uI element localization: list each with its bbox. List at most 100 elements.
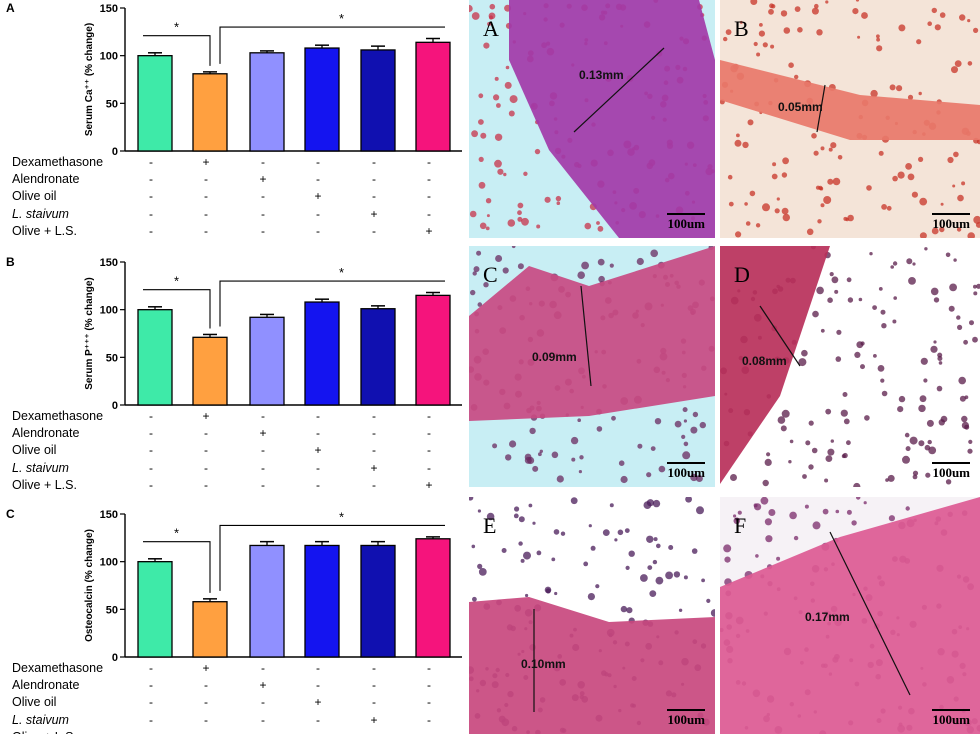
treatment-sign: - [316, 478, 320, 492]
scale-bar: 100um [667, 709, 705, 727]
treatment-sign: - [372, 426, 376, 440]
thickness-measurement: 0.05mm [778, 100, 823, 114]
treatment-sign: - [261, 661, 265, 675]
significance-bracket [143, 541, 211, 593]
bar [415, 294, 451, 406]
treatment-sign: - [372, 443, 376, 457]
treatment-sign: - [204, 189, 208, 203]
treatment-sign: + [202, 661, 209, 675]
treatment-sign: - [204, 695, 208, 709]
micrograph-label: C [483, 262, 498, 287]
panel-label: C [6, 507, 15, 521]
bar [249, 316, 285, 406]
treatment-sign: - [427, 713, 431, 727]
treatment-sign: - [372, 224, 376, 238]
treatment-sign: + [202, 155, 209, 169]
y-tick-label: 100 [100, 305, 118, 317]
treatment-sign: - [261, 478, 265, 492]
bar [360, 308, 396, 406]
treatment-sign: - [149, 207, 153, 221]
y-tick-label: 50 [106, 604, 118, 616]
y-tick-label: 150 [100, 3, 118, 15]
treatment-sign: - [372, 189, 376, 203]
scale-bar: 100um [667, 213, 705, 231]
treatment-sign: + [425, 224, 432, 238]
bar [137, 309, 173, 406]
significance-star: * [339, 509, 344, 524]
treatment-sign: - [372, 695, 376, 709]
panel-label: A [6, 1, 15, 15]
treatment-label: Olive oil [12, 443, 56, 457]
treatment-sign: - [372, 661, 376, 675]
significance-bracket [143, 35, 211, 66]
bar [192, 336, 228, 406]
y-tick-label: 100 [100, 557, 118, 569]
treatment-sign: - [261, 189, 265, 203]
treatment-sign: - [204, 678, 208, 692]
treatment-sign: - [316, 730, 320, 734]
treatment-sign: - [427, 172, 431, 186]
treatment-sign: - [149, 730, 153, 734]
y-axis-label: Osteocalcin (% change) [84, 529, 95, 642]
treatment-label: Dexamethasone [12, 661, 103, 675]
micrograph-image [720, 497, 980, 734]
treatment-sign: - [204, 713, 208, 727]
treatment-sign: - [427, 426, 431, 440]
panel-label: B [6, 255, 15, 269]
micrograph-panel: D 0.08mm 100um [720, 246, 980, 487]
treatment-sign: - [149, 478, 153, 492]
treatment-sign: - [149, 426, 153, 440]
treatment-sign: - [149, 695, 153, 709]
treatment-sign: - [427, 207, 431, 221]
treatment-sign: + [370, 461, 377, 475]
treatment-sign: - [149, 172, 153, 186]
significance-star: * [339, 11, 344, 26]
treatment-sign: - [149, 443, 153, 457]
treatment-sign: - [427, 661, 431, 675]
treatment-sign: - [372, 730, 376, 734]
treatment-sign: + [370, 207, 377, 221]
treatment-sign: - [204, 443, 208, 457]
treatment-label: Olive + L.S. [12, 224, 77, 238]
y-tick-label: 150 [100, 257, 118, 269]
treatment-label: Olive + L.S. [12, 730, 77, 734]
bar [137, 561, 173, 658]
treatment-sign: - [427, 695, 431, 709]
treatment-sign: - [261, 409, 265, 423]
treatment-sign: - [204, 172, 208, 186]
treatment-sign: - [204, 426, 208, 440]
treatment-label: Dexamethasone [12, 409, 103, 423]
treatment-sign: - [427, 678, 431, 692]
treatment-sign: - [149, 678, 153, 692]
treatment-sign: - [204, 207, 208, 221]
treatment-sign: - [316, 461, 320, 475]
treatment-sign: - [204, 224, 208, 238]
scale-bar: 100um [932, 462, 970, 480]
y-tick-label: 50 [106, 98, 118, 110]
micrograph-image [469, 0, 715, 238]
thickness-measurement: 0.13mm [579, 68, 624, 82]
treatment-sign: - [261, 713, 265, 727]
treatment-sign: - [316, 409, 320, 423]
treatment-sign: - [316, 172, 320, 186]
treatment-sign: - [261, 730, 265, 734]
treatment-sign: - [427, 461, 431, 475]
y-tick-label: 50 [106, 352, 118, 364]
bar [249, 52, 285, 152]
treatment-sign: - [372, 155, 376, 169]
treatment-sign: + [314, 189, 321, 203]
bar [192, 601, 228, 658]
treatment-sign: - [316, 155, 320, 169]
treatment-sign: - [316, 207, 320, 221]
treatment-sign: - [427, 189, 431, 203]
treatment-label: Alendronate [12, 678, 79, 692]
treatment-sign: - [316, 224, 320, 238]
micrograph-label: F [734, 513, 747, 538]
treatment-label: Olive + L.S. [12, 478, 77, 492]
treatment-sign: - [149, 189, 153, 203]
micrograph-panel: C 0.09mm 100um [469, 246, 715, 487]
treatment-sign: + [314, 695, 321, 709]
bar-charts-figure: A Serum Ca⁺⁺ (% change) 0 50 100 150 * * Dexamet… [6, 1, 462, 734]
significance-star: * [174, 274, 179, 289]
bar [249, 544, 285, 658]
